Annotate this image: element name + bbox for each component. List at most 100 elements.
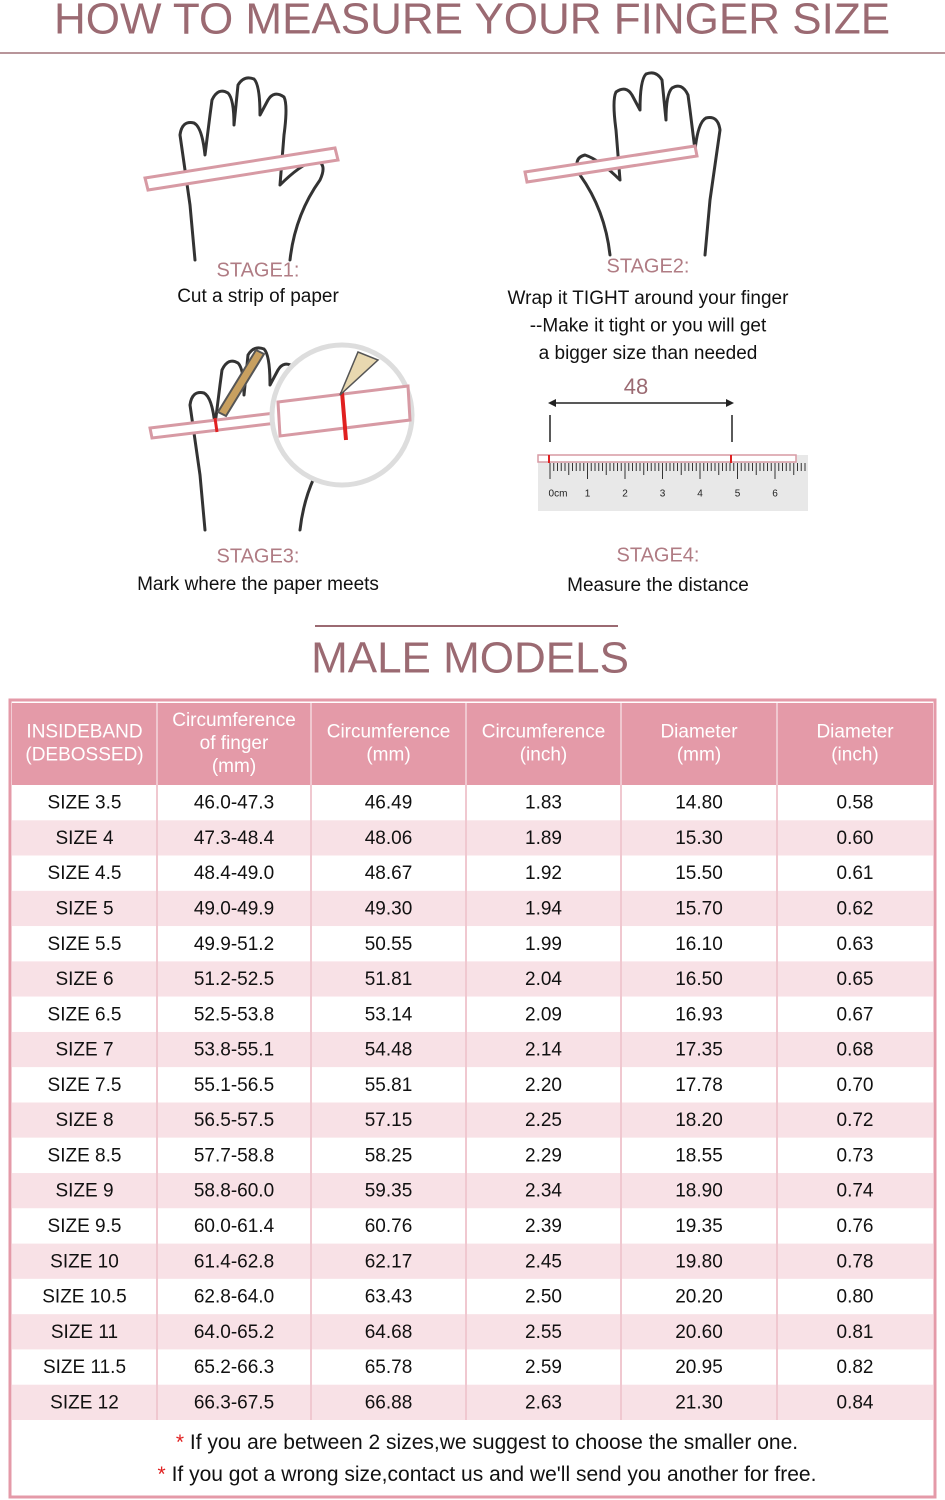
table-cell: 65.2-66.3 bbox=[194, 1357, 274, 1378]
header-cell: Diameter bbox=[660, 722, 738, 743]
note-marker: * bbox=[158, 1463, 166, 1486]
table-cell: 60.76 bbox=[365, 1216, 413, 1237]
table-cell: 20.20 bbox=[675, 1287, 723, 1308]
table-cell: 57.7-58.8 bbox=[194, 1145, 274, 1166]
table-cell: 61.4-62.8 bbox=[194, 1251, 274, 1272]
table-row bbox=[12, 785, 933, 821]
table-cell: 49.30 bbox=[365, 898, 413, 919]
stage-label: STAGE2: bbox=[607, 255, 690, 277]
table-cell: 19.35 bbox=[675, 1216, 723, 1237]
table-cell: 0.84 bbox=[837, 1392, 874, 1413]
stage3-illustration bbox=[148, 342, 415, 532]
table-cell: 2.50 bbox=[525, 1287, 562, 1308]
table-cell: 48.67 bbox=[365, 863, 413, 884]
ruler-label: 2 bbox=[622, 489, 628, 500]
stage-text: a bigger size than needed bbox=[539, 343, 758, 364]
table-cell: 1.83 bbox=[525, 793, 562, 814]
ruler-illustration bbox=[537, 399, 808, 511]
table-cell: SIZE 11 bbox=[51, 1322, 118, 1343]
table-cell: 2.63 bbox=[525, 1392, 562, 1413]
table-cell: 2.14 bbox=[525, 1040, 562, 1061]
table-row bbox=[12, 1349, 933, 1385]
note-text: If you are between 2 sizes,we suggest to… bbox=[190, 1431, 798, 1454]
table-cell: SIZE 6.5 bbox=[48, 1004, 122, 1025]
table-cell: 57.15 bbox=[365, 1110, 413, 1131]
header-cell: (DEBOSSED) bbox=[25, 745, 143, 766]
table-cell: SIZE 7 bbox=[55, 1040, 113, 1061]
table-cell: 53.14 bbox=[365, 1004, 413, 1025]
table-cell: 2.25 bbox=[525, 1110, 562, 1131]
table-cell: SIZE 8 bbox=[55, 1110, 113, 1131]
table-cell: 0.67 bbox=[837, 1004, 874, 1025]
table-cell: SIZE 4 bbox=[55, 828, 114, 849]
table-cell: SIZE 9.5 bbox=[48, 1216, 122, 1237]
table-cell: 0.78 bbox=[837, 1251, 874, 1272]
table-row bbox=[12, 1031, 933, 1068]
table-cell: 53.8-55.1 bbox=[194, 1040, 274, 1061]
table-cell: 16.93 bbox=[675, 1004, 723, 1025]
ruler-label: 0cm bbox=[549, 489, 568, 500]
table-cell: 20.60 bbox=[675, 1322, 723, 1343]
ruler-label: 6 bbox=[772, 489, 778, 500]
table-cell: 1.89 bbox=[525, 828, 562, 849]
ruler-label: 3 bbox=[660, 489, 666, 500]
table-cell: 62.17 bbox=[365, 1251, 413, 1272]
note: * If you are between 2 sizes,we suggest … bbox=[176, 1431, 798, 1454]
table-cell: 1.92 bbox=[525, 863, 562, 884]
table-row bbox=[12, 855, 933, 891]
header-cell: (mm) bbox=[212, 756, 256, 777]
table-cell: 1.99 bbox=[525, 934, 562, 955]
table-cell: 51.81 bbox=[365, 969, 413, 990]
stage-text: Wrap it TIGHT around your finger bbox=[508, 288, 790, 309]
header-cell: (inch) bbox=[831, 745, 879, 766]
table-cell: SIZE 11.5 bbox=[43, 1357, 126, 1378]
table-cell: 16.10 bbox=[675, 934, 723, 955]
table-cell: 64.68 bbox=[365, 1322, 413, 1343]
table-cell: 46.49 bbox=[365, 793, 413, 814]
table-cell: 55.81 bbox=[365, 1075, 413, 1096]
table-cell: 2.20 bbox=[525, 1075, 562, 1096]
table-cell: 46.0-47.3 bbox=[194, 793, 274, 814]
table-cell: 17.35 bbox=[675, 1040, 723, 1061]
table-row bbox=[12, 1208, 933, 1244]
table-cell: SIZE 9 bbox=[55, 1181, 113, 1202]
table-cell: 2.45 bbox=[525, 1251, 562, 1272]
table-cell: SIZE 6 bbox=[55, 969, 113, 990]
table-cell: 58.25 bbox=[365, 1145, 413, 1166]
table-cell: 0.62 bbox=[837, 898, 874, 919]
table-cell: 18.55 bbox=[675, 1145, 723, 1166]
table-cell: 15.70 bbox=[675, 898, 723, 919]
table-row bbox=[12, 961, 933, 997]
table-cell: 2.55 bbox=[525, 1322, 562, 1343]
header-cell: Circumference bbox=[172, 710, 296, 731]
table-cell: 20.95 bbox=[675, 1357, 723, 1378]
table-row bbox=[12, 996, 933, 1032]
table-cell: 2.39 bbox=[525, 1216, 562, 1237]
table-cell: 49.9-51.2 bbox=[194, 934, 274, 955]
table-cell: SIZE 10 bbox=[50, 1251, 119, 1272]
table-title: MALE MODELS bbox=[311, 634, 629, 683]
header-row bbox=[12, 703, 933, 785]
table-row bbox=[12, 890, 933, 927]
table-cell: 0.68 bbox=[837, 1040, 874, 1061]
note-text: If you got a wrong size,contact us and w… bbox=[172, 1463, 817, 1486]
table-cell: 0.81 bbox=[837, 1322, 874, 1343]
header-cell: Diameter bbox=[816, 722, 894, 743]
table-row bbox=[12, 1384, 933, 1420]
table-cell: 60.0-61.4 bbox=[194, 1216, 275, 1237]
table-cell: 14.80 bbox=[675, 793, 723, 814]
stage-label: STAGE4: bbox=[617, 544, 700, 566]
table-row bbox=[12, 1278, 933, 1315]
ruler-label: 5 bbox=[735, 489, 741, 500]
table-row bbox=[12, 820, 933, 856]
table-row bbox=[12, 1314, 933, 1350]
header-cell: (mm) bbox=[366, 745, 410, 766]
table-cell: 0.63 bbox=[837, 934, 874, 955]
note: * If you got a wrong size,contact us and… bbox=[158, 1463, 817, 1486]
table-cell: 50.55 bbox=[365, 934, 413, 955]
table-row bbox=[12, 1102, 933, 1138]
table-cell: 0.72 bbox=[837, 1110, 874, 1131]
table-cell: 52.5-53.8 bbox=[194, 1004, 274, 1025]
stage-text: Mark where the paper meets bbox=[137, 574, 379, 595]
table-cell: 1.94 bbox=[525, 898, 562, 919]
